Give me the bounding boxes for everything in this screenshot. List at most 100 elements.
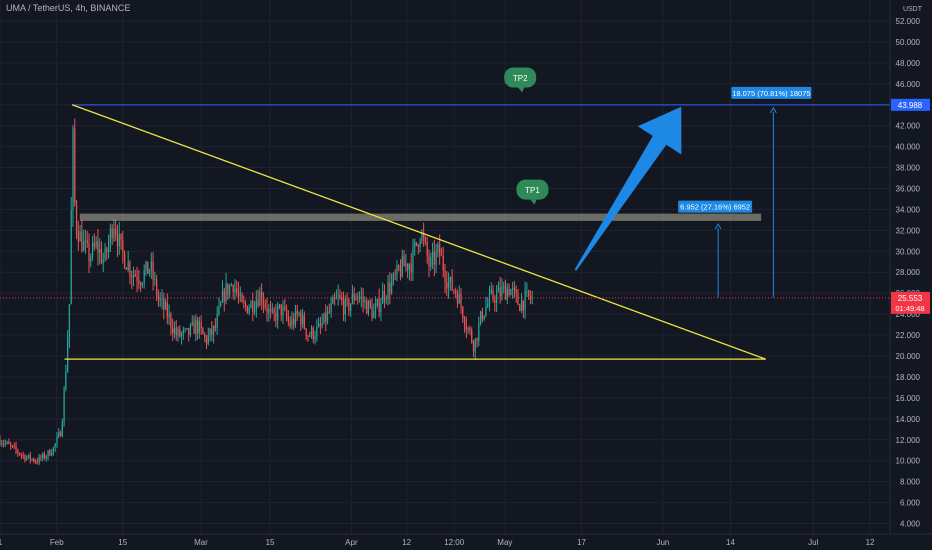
candle-body [205, 336, 208, 344]
candle-body [91, 242, 94, 257]
candle-body [376, 298, 378, 306]
candle-body [175, 328, 177, 336]
candle-body [223, 290, 225, 302]
candle-body [316, 326, 318, 337]
candle-body [396, 265, 398, 275]
tp-bubble-tail [530, 199, 537, 205]
candle-body [512, 288, 514, 290]
candle-body [433, 251, 435, 265]
candle-body [70, 210, 72, 305]
price-tick-label: 38.000 [896, 164, 921, 173]
candle-body [15, 445, 17, 451]
candle-body [221, 290, 224, 303]
candle-body [284, 306, 286, 310]
candle-body [67, 338, 69, 372]
candle-body [431, 251, 434, 258]
time-tick-label: Jun [656, 538, 669, 547]
candle-body [184, 328, 186, 330]
time-axis[interactable]: 1 Feb 15 Mar 15 Apr 12 12:00 May 17 Jun 14 Jul 12 [0, 538, 875, 547]
candle-body [42, 453, 44, 459]
candle-body [282, 306, 284, 316]
candle-body [481, 311, 484, 320]
price-tick-label: 42.000 [896, 122, 921, 131]
candle-body [212, 326, 215, 335]
candle-body [462, 307, 464, 319]
price-tick-label: 32.000 [896, 226, 921, 235]
candle-body [230, 285, 233, 287]
price-tick-label: 16.000 [896, 394, 921, 403]
tp1-zone[interactable] [79, 213, 762, 221]
candle-body [50, 453, 53, 456]
candle-body [134, 274, 136, 277]
tp-label: TP1 [525, 186, 540, 195]
price-tick-label: 52.000 [896, 17, 921, 26]
candle-body [136, 276, 138, 281]
candle-body [200, 321, 202, 329]
candle-body [472, 341, 475, 352]
candle-body [17, 450, 19, 453]
candle-body [394, 273, 396, 275]
candle-body [63, 389, 65, 423]
candle-body [234, 288, 236, 293]
candle-body [273, 310, 275, 313]
candle-body [319, 323, 322, 326]
candle-body [102, 259, 104, 263]
candle-body [383, 291, 386, 300]
candle-body [291, 318, 293, 327]
candle-body [364, 300, 366, 302]
candle-body [294, 310, 297, 325]
candle-body [2, 443, 5, 445]
candle-body [11, 445, 14, 447]
candle-body [188, 328, 190, 336]
candle-body [517, 293, 519, 305]
candle-body [248, 307, 250, 314]
candle-body [157, 295, 160, 300]
candle-body [220, 302, 222, 307]
candle-body [86, 240, 88, 243]
descending-trendline[interactable] [71, 104, 766, 360]
candle-body [465, 326, 467, 330]
drawing-layer[interactable]: 6.952 (27.16%) 6952 18.075 (70.81%) 18075… [0, 67, 890, 360]
candle-body [414, 242, 416, 248]
candle-body [79, 231, 81, 242]
candle-body [113, 228, 115, 238]
candle-body [460, 294, 462, 308]
candle-body [99, 249, 101, 253]
candle-body [177, 328, 179, 336]
candle-body [237, 292, 240, 296]
candle-body [303, 315, 306, 329]
candle-body [437, 244, 439, 252]
candle-body [453, 290, 455, 292]
candle-body [139, 283, 142, 285]
candle-body [424, 238, 427, 242]
candle-body [147, 261, 149, 274]
time-tick-label: 12 [402, 538, 411, 547]
tp-bubble[interactable] [516, 179, 549, 200]
candle-body [449, 276, 451, 283]
time-tick-label: 17 [577, 538, 586, 547]
candle-body [417, 244, 419, 248]
candle-body [360, 296, 362, 298]
candle-body [471, 330, 473, 342]
candle-body [90, 256, 92, 263]
candle-body [75, 202, 78, 232]
candle-body [483, 315, 485, 320]
candle-body [519, 304, 521, 311]
bullish-arrow[interactable] [574, 106, 682, 271]
candle-body [22, 454, 24, 456]
candle-body [122, 240, 124, 253]
tp-bubble[interactable] [504, 67, 537, 88]
candle-body [266, 307, 268, 313]
candle-body [307, 335, 309, 337]
price-tick-label: 6.000 [900, 499, 921, 508]
candle-body [268, 309, 270, 313]
candle-body [161, 297, 163, 299]
candle-body [526, 290, 528, 292]
price-tick-label: 46.000 [896, 80, 921, 89]
candle-body [168, 314, 170, 318]
candle-body [344, 298, 346, 315]
candle-body [280, 304, 282, 316]
resistance-price-badge-box [891, 98, 930, 111]
